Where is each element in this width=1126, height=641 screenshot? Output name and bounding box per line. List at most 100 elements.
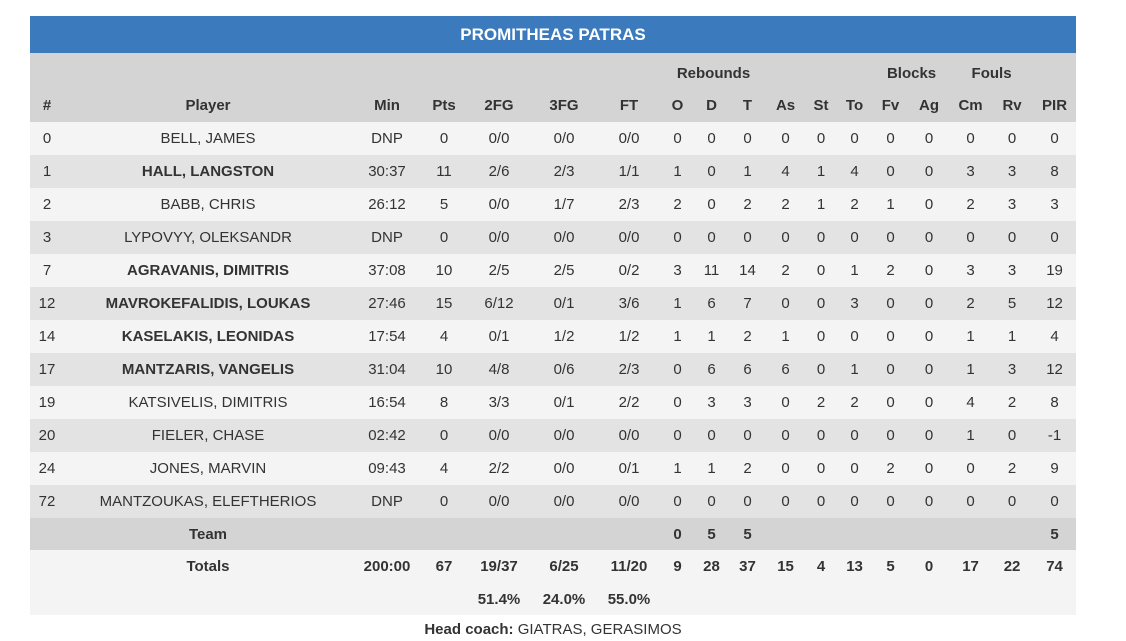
column-header[interactable]: Player bbox=[185, 97, 231, 114]
stat-cell-to: 0 bbox=[850, 493, 859, 510]
stat-cell-cm: 0 bbox=[966, 493, 975, 510]
stat-cell-cm: 2 bbox=[966, 295, 975, 312]
totals-stat-pir: 74 bbox=[1033, 550, 1077, 583]
stat-cell-fg2: 4/8 bbox=[488, 361, 510, 378]
stat-cell-o: 0 bbox=[673, 130, 682, 147]
stat-cell-num: 2 bbox=[42, 196, 52, 213]
stat-cell-t: 14 bbox=[739, 262, 756, 279]
stat-cell-min: DNP bbox=[371, 130, 403, 147]
stat-cell-num: 24 bbox=[38, 460, 56, 477]
percentage-ft: 55.0% bbox=[596, 583, 662, 615]
stat-cell-to: 1 bbox=[850, 262, 859, 279]
stat-cell-fv: 0 bbox=[886, 427, 895, 444]
stat-cell-rv: 0 bbox=[1007, 130, 1017, 147]
rebounds-group-header: Rebounds bbox=[676, 64, 751, 82]
stat-cell-t: 2 bbox=[743, 460, 752, 477]
stat-cell-cm: 3 bbox=[966, 262, 975, 279]
column-header[interactable]: St bbox=[813, 97, 829, 114]
player-name[interactable]: FIELER, CHASE bbox=[151, 427, 265, 444]
stat-cell-t: 0 bbox=[743, 427, 752, 444]
totals-stat-o: 9 bbox=[662, 550, 693, 583]
stat-cell-d: 0 bbox=[707, 229, 716, 246]
stat-cell-fg2: 0/0 bbox=[488, 130, 510, 147]
stat-cell-t: 0 bbox=[743, 130, 752, 147]
stat-cell-pts: 15 bbox=[435, 295, 453, 312]
column-header[interactable]: O bbox=[671, 97, 684, 114]
team-stat-t: 5 bbox=[743, 525, 752, 543]
stat-cell-fg2: 0/1 bbox=[488, 328, 510, 345]
head-coach-label: Head coach: bbox=[424, 621, 514, 638]
column-header[interactable]: T bbox=[742, 97, 753, 114]
stat-cell-st: 0 bbox=[816, 460, 826, 477]
stat-cell-fv: 0 bbox=[886, 163, 895, 180]
totals-stat-fv: 5 bbox=[873, 550, 909, 583]
stat-cell-st: 0 bbox=[816, 295, 826, 312]
totals-stat-to: 13 bbox=[836, 550, 874, 583]
stat-cell-fg3: 0/1 bbox=[553, 295, 575, 312]
boxscore: PROMITHEAS PATRAS Rebounds Blocks Fouls … bbox=[30, 16, 1077, 615]
stat-cell-o: 1 bbox=[673, 163, 682, 180]
stat-cell-o: 3 bbox=[673, 262, 682, 279]
stat-cell-d: 0 bbox=[707, 163, 716, 180]
player-name[interactable]: BABB, CHRIS bbox=[160, 196, 256, 213]
totals-stat-pts: 67 bbox=[422, 550, 466, 583]
stat-cell-fv: 0 bbox=[886, 328, 895, 345]
stat-cell-cm: 0 bbox=[966, 460, 975, 477]
column-header[interactable]: Pts bbox=[432, 97, 456, 114]
stat-cell-d: 1 bbox=[707, 328, 716, 345]
stat-cell-fv: 0 bbox=[886, 229, 895, 246]
stat-cell-min: 17:54 bbox=[368, 328, 406, 345]
stat-cell-ft: 0/2 bbox=[618, 262, 640, 279]
player-name[interactable]: HALL, LANGSTON bbox=[141, 163, 275, 180]
stat-cell-pir: 0 bbox=[1050, 130, 1059, 147]
player-name[interactable]: LYPOVYY, OLEKSANDR bbox=[124, 229, 292, 246]
stat-cell-cm: 3 bbox=[966, 163, 975, 180]
column-header[interactable]: FT bbox=[619, 97, 639, 114]
player-name[interactable]: MANTZOUKAS, ELEFTHERIOS bbox=[99, 493, 317, 510]
stat-cell-fg2: 2/2 bbox=[488, 460, 510, 477]
stat-cell-st: 0 bbox=[816, 229, 826, 246]
player-name[interactable]: MAVROKEFALIDIS, LOUKAS bbox=[105, 295, 311, 312]
team-stat-o: 0 bbox=[673, 525, 682, 543]
column-header[interactable]: Min bbox=[374, 97, 400, 114]
boxscore-table: Rebounds Blocks Fouls # Player Min Pts 2FG 3F… bbox=[30, 53, 1077, 615]
stat-cell-o: 0 bbox=[673, 361, 682, 378]
stat-cell-ft: 1/1 bbox=[618, 163, 640, 180]
player-row: 2 BABB, CHRIS 26:12 5 0/0 1/7 2/3 2 0 2 2 1 2 1 0 2 3 3 bbox=[30, 188, 1077, 221]
stat-cell-ag: 0 bbox=[924, 229, 934, 246]
head-coach-name: GIATRAS, GERASIMOS bbox=[517, 621, 682, 638]
column-header[interactable]: To bbox=[845, 97, 864, 114]
column-header[interactable]: 3FG bbox=[549, 97, 579, 114]
stat-cell-to: 2 bbox=[850, 196, 859, 213]
stat-cell-fv: 0 bbox=[886, 130, 895, 147]
stat-cell-min: 16:54 bbox=[368, 394, 406, 411]
stat-cell-ag: 0 bbox=[924, 163, 934, 180]
player-name[interactable]: BELL, JAMES bbox=[160, 130, 256, 147]
player-name[interactable]: AGRAVANIS, DIMITRIS bbox=[127, 262, 289, 279]
stat-cell-min: DNP bbox=[371, 493, 403, 510]
column-header[interactable]: Fv bbox=[881, 97, 900, 114]
stat-cell-as: 4 bbox=[781, 163, 790, 180]
column-header[interactable]: D bbox=[706, 97, 717, 114]
column-header[interactable]: As bbox=[775, 97, 796, 114]
stat-cell-pir: 3 bbox=[1050, 196, 1059, 213]
column-header[interactable]: PIR bbox=[1042, 97, 1068, 114]
column-header[interactable]: Ag bbox=[919, 97, 940, 114]
player-name[interactable]: KATSIVELIS, DIMITRIS bbox=[128, 394, 288, 411]
totals-stat-as: 15 bbox=[765, 550, 807, 583]
stat-cell-min: 09:43 bbox=[368, 460, 406, 477]
player-name[interactable]: JONES, MARVIN bbox=[149, 460, 267, 477]
column-header[interactable]: Cm bbox=[958, 97, 983, 114]
stat-cell-st: 0 bbox=[816, 361, 826, 378]
stat-cell-pts: 8 bbox=[439, 394, 449, 411]
stat-cell-as: 0 bbox=[781, 130, 790, 147]
column-header[interactable]: Rv bbox=[1002, 97, 1022, 114]
stat-cell-st: 0 bbox=[816, 328, 826, 345]
stat-cell-ft: 2/2 bbox=[618, 394, 640, 411]
stat-cell-fg2: 3/3 bbox=[488, 394, 510, 411]
player-name[interactable]: MANTZARIS, VANGELIS bbox=[121, 361, 295, 378]
player-name[interactable]: KASELAKIS, LEONIDAS bbox=[121, 328, 295, 345]
column-header[interactable]: 2FG bbox=[484, 97, 514, 114]
column-header[interactable]: # bbox=[42, 97, 52, 114]
blocks-group-header: Blocks bbox=[886, 64, 937, 82]
